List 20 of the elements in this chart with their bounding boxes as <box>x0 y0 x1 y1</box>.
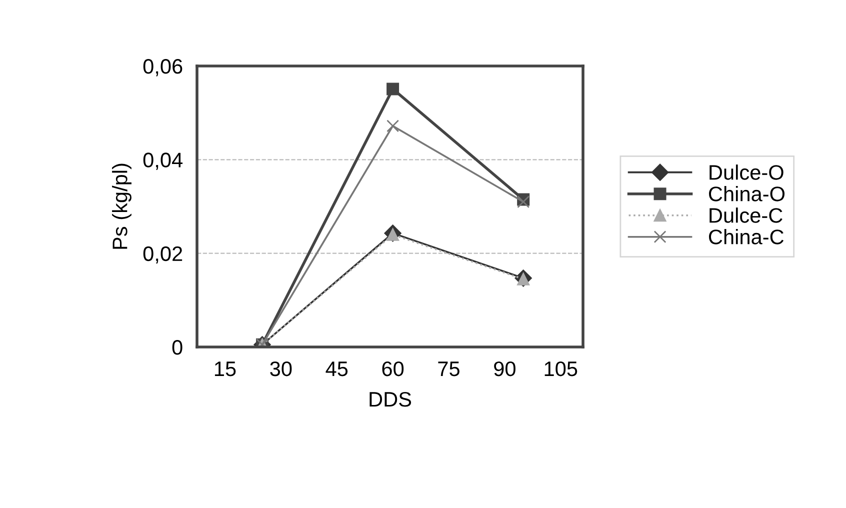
x-tick-label: 45 <box>326 362 348 376</box>
point <box>386 82 400 96</box>
x-tick-label: 105 <box>544 361 578 376</box>
x-tick-label: 90 <box>494 361 516 376</box>
x-tick-label: 15 <box>214 362 236 376</box>
y-tick-label: 0,02 <box>143 246 182 264</box>
x-tick-label: 30 <box>270 361 292 376</box>
point <box>517 196 530 208</box>
legend-label: China-O <box>708 186 785 202</box>
x-tick-label: 75 <box>438 362 460 376</box>
y-tick-label: 0 <box>172 340 182 355</box>
legend-label: Dulce-C <box>710 208 782 223</box>
y-axis-title: Ps (kg/pl) <box>112 164 132 249</box>
legend-label: China-C <box>708 229 784 244</box>
y-tick-label: 0,04 <box>143 152 183 170</box>
point <box>386 120 400 132</box>
legend-label: Dulce-O <box>710 164 784 180</box>
x-axis-title: DDS <box>370 392 412 407</box>
x-tick-label: 60 <box>382 361 404 376</box>
y-tick-label: 0,06 <box>143 59 182 76</box>
